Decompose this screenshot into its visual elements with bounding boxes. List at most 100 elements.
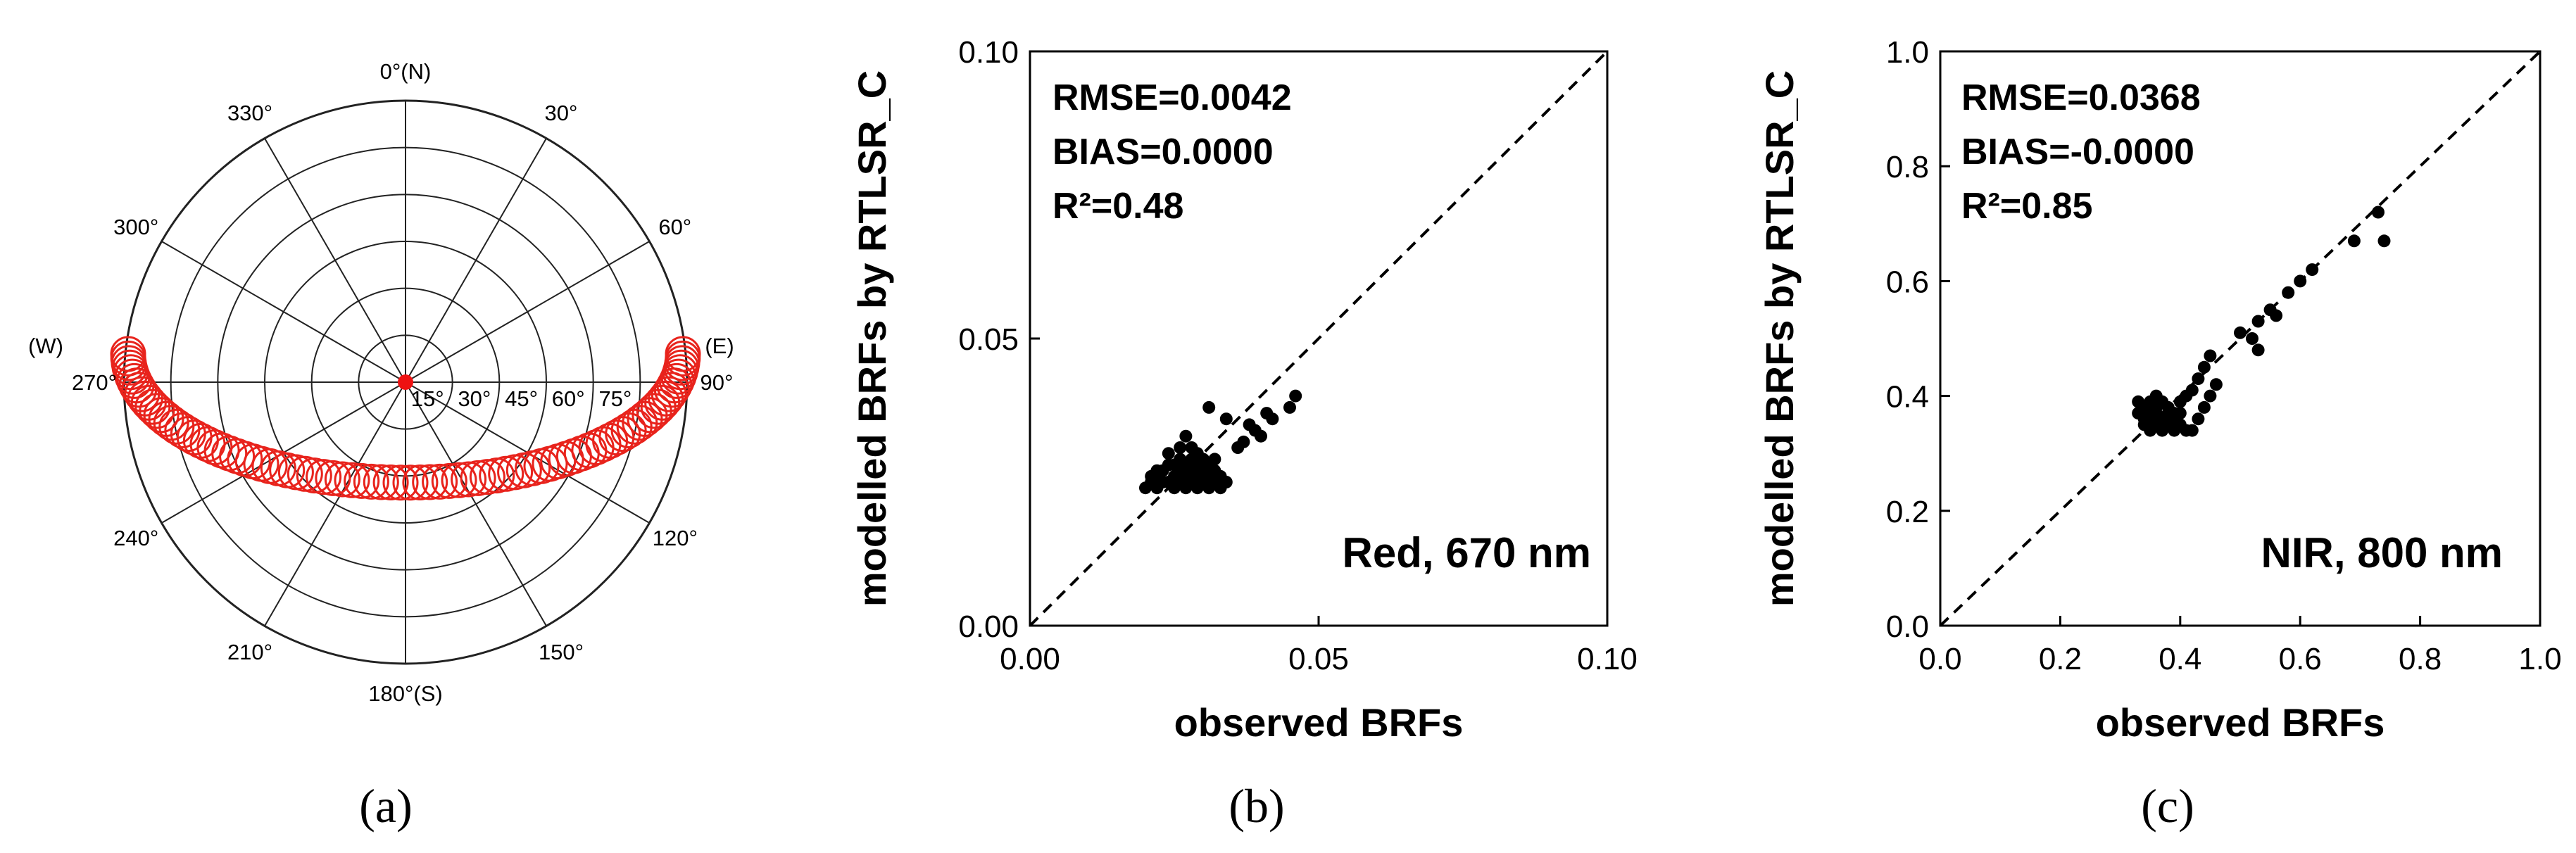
polar-grid bbox=[122, 99, 689, 665]
y-tick-label: 0.2 bbox=[1886, 495, 1929, 529]
polar-angle-label: 300° bbox=[113, 215, 158, 239]
polar-angle-label: 0°(N) bbox=[380, 59, 432, 84]
view-geometry-marker bbox=[441, 462, 477, 498]
data-point bbox=[2185, 424, 2199, 437]
one-to-one-line bbox=[1939, 50, 2542, 627]
polar-angle-label: 90° bbox=[700, 370, 734, 395]
data-point bbox=[2270, 309, 2283, 322]
polar-angle-label: 210° bbox=[227, 640, 272, 664]
view-geometry-marker bbox=[296, 457, 332, 494]
y-tick-label: 0.0 bbox=[1886, 609, 1929, 644]
data-point bbox=[1190, 447, 1204, 460]
view-geometry-marker bbox=[422, 463, 458, 500]
polar-angle-labels: 0°(N) 30° 60° 90° 120° 150° 180°(S) 210° 240° 270… bbox=[72, 59, 734, 706]
y-tick-label: 0.00 bbox=[958, 609, 1019, 644]
y-tick-label: 0.6 bbox=[1886, 265, 1929, 299]
band-label: NIR, 800 nm bbox=[2261, 529, 2503, 576]
polar-spoke bbox=[264, 381, 406, 626]
y-tick-label: 0.4 bbox=[1886, 380, 1929, 415]
polar-angle-label: 150° bbox=[539, 640, 584, 664]
y-tick-label: 0.10 bbox=[958, 35, 1019, 70]
view-geometry-marker bbox=[665, 336, 701, 372]
x-tick-label: 0.00 bbox=[1000, 642, 1060, 676]
data-point bbox=[2197, 400, 2211, 414]
polar-spoke bbox=[405, 138, 547, 383]
data-point bbox=[2204, 389, 2217, 403]
panel-a-polar-plot: 0°(N) 30° 60° 90° 120° 150° 180°(S) 210° 240° 270… bbox=[28, 59, 734, 833]
data-point bbox=[1174, 441, 1187, 454]
view-geometry-marker bbox=[451, 461, 487, 498]
panel-b-red-scatter: 0.00 0.05 0.10 0.00 0.05 0.10 RMSE=0.0042 BIA… bbox=[850, 35, 1638, 833]
data-points bbox=[1139, 389, 1302, 495]
view-geometry-marker bbox=[324, 461, 360, 498]
panel-label-b: (b) bbox=[1229, 779, 1284, 833]
data-point bbox=[2282, 286, 2295, 299]
data-point bbox=[2251, 315, 2265, 328]
data-point bbox=[2192, 372, 2205, 386]
view-geometry-marker bbox=[363, 464, 399, 500]
view-geometry-marker bbox=[431, 462, 467, 499]
data-point bbox=[2168, 407, 2181, 420]
stat-rmse: RMSE=0.0042 bbox=[1053, 77, 1292, 118]
axis-ticks: 0.0 0.2 0.4 0.6 0.8 1.0 0.0 0.2 0.4 0.6 0.8 1.0 bbox=[1886, 35, 2562, 676]
sun-position-marker bbox=[398, 374, 413, 390]
polar-spoke bbox=[161, 241, 406, 383]
stat-rmse: RMSE=0.0368 bbox=[1961, 77, 2201, 118]
data-point bbox=[2234, 326, 2247, 339]
view-geometry-marker bbox=[334, 462, 370, 498]
view-geometry-marker bbox=[372, 465, 409, 500]
y-axis-title: modelled BRFs by RTLSR_C bbox=[1757, 70, 1802, 607]
view-geometry-marker bbox=[344, 462, 380, 499]
view-geometry-marker bbox=[460, 460, 496, 496]
x-tick-label: 1.0 bbox=[2518, 642, 2561, 676]
polar-angle-label: 330° bbox=[227, 101, 272, 125]
data-point bbox=[2246, 332, 2258, 345]
data-point bbox=[1283, 400, 1296, 414]
view-geometry-marker bbox=[203, 432, 240, 469]
axis-ticks: 0.00 0.05 0.10 0.00 0.05 0.10 bbox=[958, 35, 1637, 676]
polar-angle-label: 180°(S) bbox=[368, 681, 442, 706]
stat-bias: BIAS=0.0000 bbox=[1053, 132, 1274, 172]
polar-angle-label: 270° bbox=[72, 370, 117, 395]
data-point bbox=[1219, 412, 1233, 426]
one-to-one-line bbox=[1029, 50, 1609, 627]
data-point bbox=[2306, 263, 2319, 277]
stat-r2: R²=0.85 bbox=[1961, 186, 2092, 227]
data-point bbox=[2251, 343, 2265, 357]
x-tick-label: 0.10 bbox=[1577, 642, 1638, 676]
data-point bbox=[2372, 206, 2385, 219]
data-points bbox=[2132, 206, 2391, 437]
data-point bbox=[1197, 469, 1210, 483]
polar-angle-label: 60° bbox=[658, 215, 691, 239]
view-geometry-marker bbox=[382, 465, 419, 501]
view-geometry-marker bbox=[392, 465, 429, 501]
x-tick-label: 0.4 bbox=[2159, 642, 2201, 676]
panel-label-a: (a) bbox=[359, 779, 412, 833]
data-point bbox=[2192, 412, 2205, 426]
data-point bbox=[1255, 429, 1267, 443]
y-axis-title: modelled BRFs by RTLSR_C bbox=[850, 70, 894, 607]
data-point bbox=[1145, 469, 1158, 483]
view-geometry-marker bbox=[306, 459, 342, 495]
y-tick-label: 0.8 bbox=[1886, 150, 1929, 184]
view-geometry-marker bbox=[412, 464, 448, 500]
data-point bbox=[1179, 429, 1193, 443]
x-tick-label: 0.8 bbox=[2399, 642, 2442, 676]
data-point bbox=[2197, 360, 2211, 374]
view-geometry-marker bbox=[469, 459, 505, 495]
stat-r2: R²=0.48 bbox=[1053, 186, 1183, 227]
y-tick-label: 1.0 bbox=[1886, 35, 1929, 70]
view-geometry-path bbox=[110, 336, 701, 501]
polar-angle-label: 30° bbox=[545, 101, 578, 125]
polar-spoke bbox=[405, 241, 650, 383]
east-label: (E) bbox=[705, 334, 734, 358]
stat-bias: BIAS=-0.0000 bbox=[1961, 132, 2194, 172]
y-tick-label: 0.05 bbox=[958, 322, 1019, 357]
polar-angle-label: 240° bbox=[113, 526, 158, 550]
band-label: Red, 670 nm bbox=[1343, 529, 1591, 576]
polar-radial-label: 60° bbox=[552, 386, 585, 411]
polar-radial-label: 15° bbox=[411, 386, 444, 411]
view-geometry-marker bbox=[402, 465, 439, 500]
data-point bbox=[1219, 476, 1233, 488]
